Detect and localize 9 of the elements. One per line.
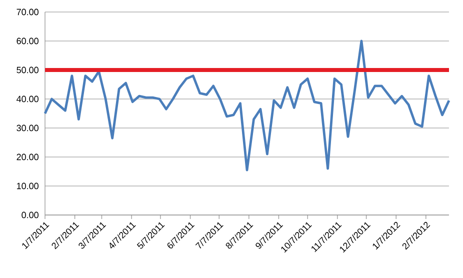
y-tick-label: 50.00 [16, 66, 38, 74]
y-tick-label: 20.00 [16, 154, 38, 160]
y-tick-label: 40.00 [16, 96, 38, 102]
y-tick-label: 60.00 [16, 38, 38, 44]
y-tick-label: 70.00 [16, 8, 38, 16]
y-tick-label: 0.00 [22, 212, 38, 218]
line-series [44, 40, 450, 172]
y-tick-label: 10.00 [17, 182, 38, 190]
y-tick-label: 30.00 [16, 124, 38, 132]
